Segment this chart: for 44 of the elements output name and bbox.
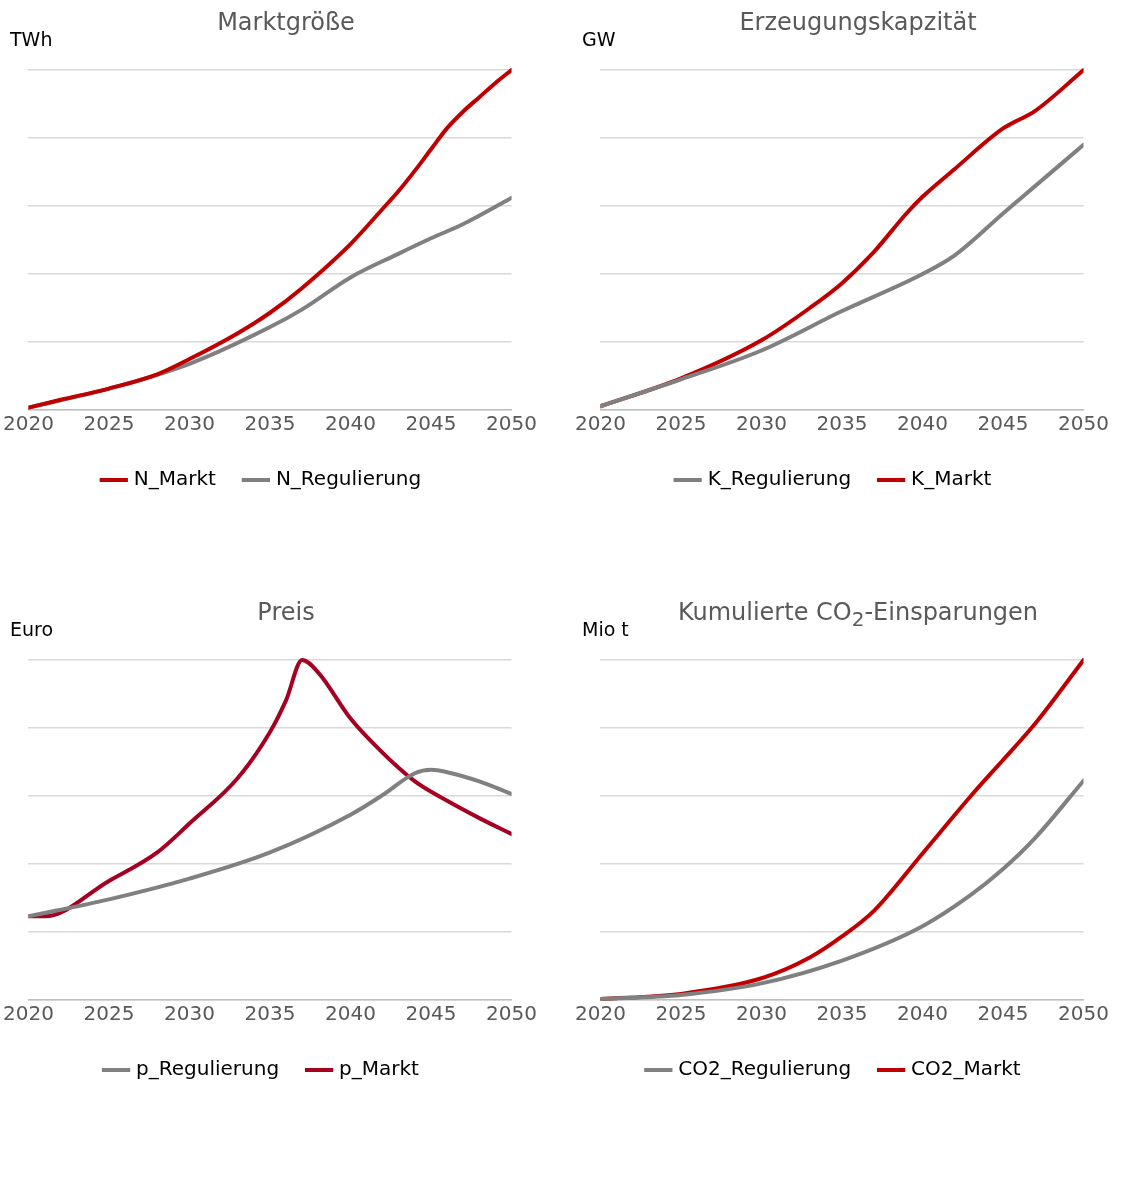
legend-label: N_Regulierung — [275, 466, 422, 491]
legend-label: CO2_Regulierung — [678, 1056, 852, 1081]
y-axis-title: TWh — [10, 28, 53, 50]
x-tick-label: 2025 — [83, 1001, 135, 1026]
x-tick-label: 2050 — [1058, 411, 1109, 436]
legend-label: K_Markt — [911, 466, 992, 491]
x-tick-label: 2035 — [244, 1001, 296, 1026]
x-tick-label: 2040 — [325, 1001, 376, 1026]
x-tick-label: 2045 — [977, 411, 1029, 436]
x-tick-label: 2040 — [897, 1001, 948, 1026]
x-tick-label: 2025 — [655, 1001, 707, 1026]
x-tick-label: 2030 — [736, 1001, 787, 1026]
x-tick-label: 2050 — [486, 1001, 537, 1026]
x-tick-label: 2050 — [1058, 1001, 1109, 1026]
x-tick-label: 2040 — [325, 411, 376, 436]
y-axis-title: GW — [582, 28, 616, 50]
legend-label: CO2_Markt — [911, 1056, 1021, 1081]
legend-label: K_Regulierung — [707, 466, 852, 491]
y-axis-title: Mio t — [582, 618, 629, 640]
legend-label: N_Markt — [133, 466, 217, 491]
chart-title: Marktgröße — [217, 8, 355, 36]
x-tick-label: 2045 — [977, 1001, 1029, 1026]
x-tick-label: 2045 — [405, 411, 457, 436]
x-tick-label: 2040 — [897, 411, 948, 436]
x-tick-label: 2030 — [164, 411, 215, 436]
x-tick-label: 2035 — [244, 411, 296, 436]
x-tick-label: 2045 — [405, 1001, 457, 1026]
x-tick-label: 2035 — [816, 1001, 868, 1026]
x-tick-label: 2050 — [486, 411, 537, 436]
chart-title: Erzeugungskapzität — [739, 8, 977, 36]
x-tick-label: 2025 — [83, 411, 135, 436]
x-tick-label: 2020 — [575, 411, 626, 436]
x-tick-label: 2020 — [3, 1001, 54, 1026]
x-tick-label: 2035 — [816, 411, 868, 436]
y-axis-title: Euro — [10, 618, 54, 640]
x-tick-label: 2030 — [164, 1001, 215, 1026]
legend-label: p_Regulierung — [136, 1056, 280, 1081]
x-tick-label: 2020 — [3, 411, 54, 436]
chart-title: Preis — [257, 598, 315, 626]
legend-label: p_Markt — [339, 1056, 420, 1081]
x-tick-label: 2025 — [655, 411, 707, 436]
x-tick-label: 2030 — [736, 411, 787, 436]
chart-title: Kumulierte CO$_{2}$-Einsparungen — [677, 598, 1039, 631]
x-tick-label: 2020 — [575, 1001, 626, 1026]
